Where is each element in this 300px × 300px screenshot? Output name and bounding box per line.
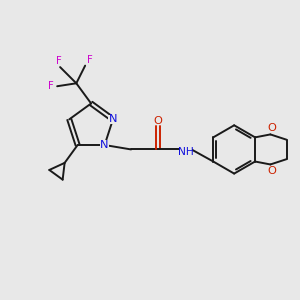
- Text: N: N: [109, 114, 117, 124]
- Text: O: O: [267, 123, 276, 133]
- Text: F: F: [56, 56, 61, 66]
- Text: F: F: [87, 55, 92, 65]
- Text: F: F: [48, 81, 54, 91]
- Bar: [108, 115, 118, 124]
- Bar: [268, 124, 276, 132]
- Text: O: O: [267, 166, 276, 176]
- Text: O: O: [153, 116, 162, 126]
- Bar: [100, 140, 109, 150]
- Bar: [268, 167, 276, 175]
- Text: NH: NH: [178, 147, 194, 158]
- Text: N: N: [100, 140, 109, 150]
- Bar: [154, 117, 162, 124]
- Bar: [179, 147, 192, 158]
